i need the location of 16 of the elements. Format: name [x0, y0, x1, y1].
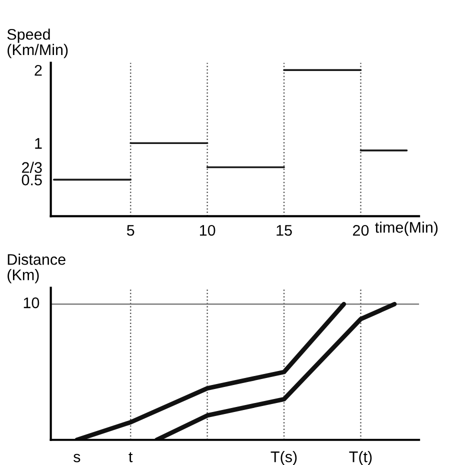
x-axis-title: time(Min) [375, 222, 438, 236]
y-tick-label: 2/3 [22, 162, 42, 173]
annotation: T(t) [349, 451, 372, 465]
text: 10 [24, 297, 40, 308]
annotation: t [128, 452, 133, 462]
annotation: s [74, 454, 80, 462]
x-tick-label: 15 [276, 225, 292, 236]
annotation: T(s) [270, 451, 297, 465]
y-axis-title: Distance (Km) [8, 254, 66, 284]
y-tick-label: 1 [35, 138, 42, 149]
y-tick-label: 0.5 [22, 174, 42, 186]
y-axis-title: Speed (Km/Min) [7, 28, 68, 58]
x-tick-label: 5 [126, 225, 134, 236]
y-tick-label: 2 [34, 64, 42, 76]
x-tick-label: 10 [200, 224, 216, 236]
x-tick-label: 20 [353, 224, 369, 236]
